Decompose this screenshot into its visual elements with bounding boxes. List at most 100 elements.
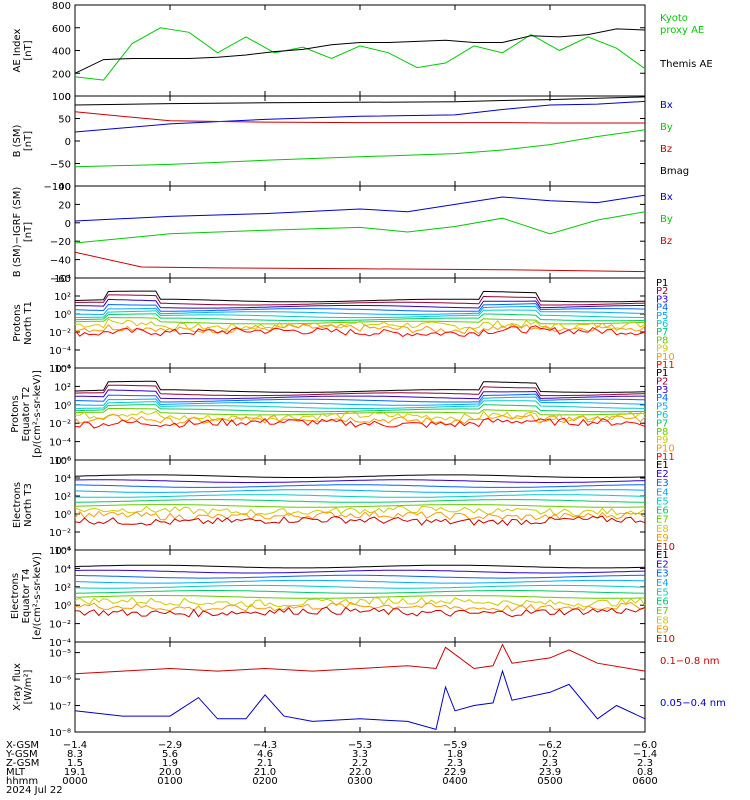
- panel-frame: [74, 277, 646, 369]
- legend-label: E7: [656, 515, 669, 526]
- panel-7: 10⁻⁴ 10⁻² 10⁰ 10² 10⁴ 10⁶ Electrons Equator T4[…: [10, 546, 675, 649]
- legend-label: P11: [656, 452, 675, 463]
- legend-label: By: [660, 214, 673, 225]
- tick-value: 8.3: [67, 749, 83, 760]
- y-tick-label: 10⁰: [54, 310, 71, 321]
- spectrum-channel-P4: [74, 393, 646, 403]
- spectrum-channel-E9: [74, 510, 646, 521]
- legend-label: P2: [656, 376, 668, 387]
- spectrum-channel-E5: [74, 584, 646, 589]
- spectrum-channel-P11: [74, 417, 646, 429]
- legend-label: P9: [656, 344, 668, 355]
- y-tick-label: 10⁻⁸: [49, 728, 71, 739]
- series-line-1: [74, 100, 646, 133]
- tick-value: 1.5: [67, 758, 83, 769]
- spectrum-channel-P11: [74, 325, 646, 338]
- spectrum-channel-E1: [74, 564, 646, 569]
- tick-value: 22.0: [349, 767, 371, 778]
- tick-value: 0.2: [542, 749, 558, 760]
- legend-label: Bmag: [660, 166, 689, 177]
- panel-2: −100 −50 0 50 100 B (SM) [nT] Bx By Bz Bmag: [12, 92, 689, 193]
- tick-value: −4.3: [253, 740, 277, 751]
- spectrum-channel-E3: [74, 574, 645, 579]
- legend-label: P11: [656, 360, 675, 371]
- y-axis-label: Equator T4: [21, 569, 32, 624]
- spectrum-channel-P3: [75, 389, 645, 400]
- y-tick-label: 100: [52, 92, 71, 103]
- tick-value: 4.6: [257, 749, 273, 760]
- spectrum-channel-E8: [74, 596, 646, 608]
- y-tick-label: 800: [52, 1, 71, 12]
- y-tick-label: 10⁻⁴: [49, 638, 71, 649]
- tick-value: 0200: [252, 776, 277, 787]
- tick-value: 0100: [157, 776, 182, 787]
- spectrum-channel-E5: [74, 494, 646, 498]
- y-tick-label: 50: [58, 115, 71, 126]
- row-label: MLT: [6, 767, 26, 778]
- y-tick-label: 10⁶: [54, 456, 71, 467]
- y-tick-label: 400: [52, 47, 71, 58]
- y-tick-label: 10⁴: [54, 474, 71, 485]
- legend-label: Themis AE: [659, 59, 713, 70]
- series-line-2: [74, 28, 646, 74]
- spectrum-channel-E8: [74, 505, 646, 517]
- y-axis-label: Protons: [12, 304, 23, 341]
- y-tick-label: −50: [50, 160, 71, 171]
- y-tick-label: 10⁻²: [49, 620, 71, 631]
- legend-label: P6: [656, 410, 668, 421]
- row-label: Y-GSM: [5, 749, 38, 760]
- spectrum-channel-P6: [75, 400, 645, 409]
- tick-value: 20.0: [159, 767, 181, 778]
- row-label: Z-GSM: [6, 758, 39, 769]
- spectrum-channel-E1: [74, 474, 646, 478]
- legend-label: E6: [656, 597, 669, 608]
- y-tick-label: −100: [44, 182, 71, 193]
- tick-value: 0.8: [637, 767, 653, 778]
- spectrum-channel-P1: [74, 290, 646, 303]
- legend-label: P9: [656, 435, 668, 446]
- legend-label: P6: [656, 319, 668, 330]
- y-tick-label: 10⁻⁶: [49, 364, 71, 375]
- legend-label: E1: [656, 460, 669, 471]
- spectrum-channel-E9: [74, 601, 646, 612]
- legend-label: proxy AE: [660, 25, 704, 36]
- legend-label: P3: [656, 385, 668, 396]
- tick-value: 3.3: [352, 749, 368, 760]
- legend-label: E4: [656, 578, 669, 589]
- series-line-1: [74, 27, 646, 81]
- y-tick-label: 10⁻⁷: [49, 702, 71, 713]
- spectrum-channel-P8: [74, 317, 646, 325]
- spectrum-channel-P8: [74, 408, 646, 416]
- legend-label: E9: [656, 625, 669, 636]
- row-label: 2024 Jul 22: [6, 785, 63, 796]
- y-axis-label: [nT]: [23, 131, 34, 151]
- y-axis-label: X-ray flux: [12, 663, 23, 711]
- legend-label: Bx: [660, 100, 673, 111]
- tick-value: 2.2: [352, 758, 368, 769]
- spectrum-channel-E4: [74, 579, 646, 584]
- tick-value: 2.3: [447, 758, 463, 769]
- legend-label: P1: [656, 368, 668, 379]
- series-line-3: [74, 111, 645, 124]
- tick-value: 2.1: [257, 758, 273, 769]
- tick-value: 0300: [347, 776, 372, 787]
- y-tick-label: 10²: [54, 492, 71, 503]
- legend-label: P7: [656, 327, 668, 338]
- series-line-1: [74, 194, 646, 222]
- y-tick-label: 600: [52, 24, 71, 35]
- y-tick-label: 10⁶: [54, 546, 71, 557]
- y-tick-label: 20: [58, 200, 71, 211]
- tick-value: 21.0: [254, 767, 276, 778]
- tick-value: 1.8: [447, 749, 463, 760]
- tick-value: 5.6: [162, 749, 178, 760]
- y-tick-label: 40: [58, 182, 71, 193]
- tick-value: 22.9: [444, 767, 466, 778]
- legend-label: P7: [656, 418, 668, 429]
- spectrum-channel-P4: [74, 303, 646, 312]
- series-line-3: [74, 251, 646, 273]
- panel-3: −60 −40 −20 0 20 40 B (SM)−IGRF (SM) [nT] Bx By Bz: [12, 182, 673, 285]
- y-axis-label: Protons: [10, 395, 21, 432]
